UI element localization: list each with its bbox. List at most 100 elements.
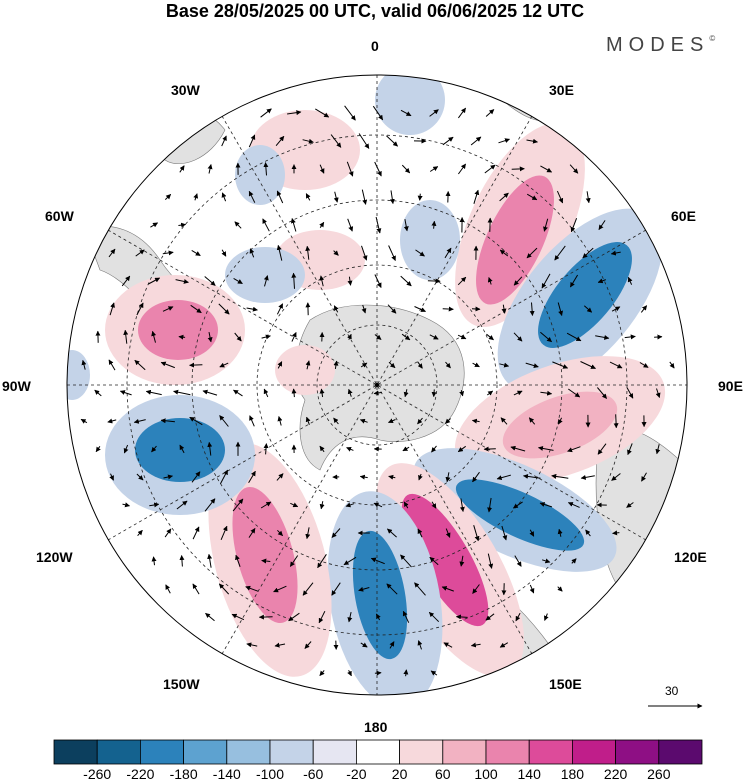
- wind-arrow: [277, 361, 283, 369]
- wind-arrow: [624, 334, 636, 340]
- wind-arrow: [529, 302, 535, 316]
- wind-arrow: [263, 388, 269, 398]
- colorbar-label: -60: [303, 766, 324, 782]
- wind-arrow: [346, 161, 354, 177]
- wind-arrow: [290, 218, 297, 232]
- wind-arrow: [499, 249, 509, 257]
- pole-marker: [375, 383, 379, 387]
- wind-arrow: [319, 275, 325, 287]
- wind-arrow: [361, 189, 368, 205]
- wind-arrow: [428, 611, 440, 623]
- wind-arrow: [150, 222, 159, 228]
- wind-arrow: [609, 361, 623, 369]
- wind-arrow: [333, 250, 339, 256]
- wind-arrow: [473, 189, 480, 204]
- wind-arrow: [291, 331, 297, 342]
- wind-arrow: [179, 555, 185, 567]
- wind-arrow: [612, 530, 620, 536]
- colorbar-swatch: [572, 739, 617, 765]
- wind-arrow: [260, 108, 272, 118]
- wind-arrow: [610, 250, 621, 256]
- colorbar-swatch: [269, 739, 314, 765]
- wind-arrow: [358, 586, 370, 592]
- wind-arrow: [430, 670, 438, 676]
- lon-label-120e: 120E: [674, 549, 707, 565]
- wind-arrow: [165, 584, 171, 594]
- wind-arrow: [523, 473, 541, 479]
- wind-arrow: [373, 390, 382, 396]
- wind-arrow: [526, 138, 538, 144]
- wind-arrow: [401, 164, 411, 174]
- wind-arrow: [429, 109, 439, 117]
- wind-arrow: [345, 502, 355, 508]
- wind-arrow: [136, 302, 144, 316]
- wind-arrow: [359, 418, 368, 424]
- wind-arrow: [457, 445, 466, 453]
- wind-arrow: [514, 555, 522, 567]
- wind-arrow: [275, 135, 285, 147]
- wind-arrow: [248, 190, 256, 203]
- wind-arrow: [245, 585, 259, 592]
- wind-arrow: [319, 164, 325, 174]
- wind-arrow: [445, 528, 451, 538]
- brand-text: MODES: [606, 34, 710, 56]
- wind-arrow: [485, 109, 495, 117]
- wind-arrow: [262, 218, 270, 232]
- wind-arrow: [193, 193, 199, 201]
- wind-arrow: [627, 276, 633, 285]
- wind-arrow: [221, 135, 227, 147]
- wind-arrow: [500, 417, 508, 425]
- wind-arrow: [179, 444, 185, 454]
- wind-arrow: [347, 218, 354, 232]
- wind-arrow: [515, 612, 521, 622]
- lon-label-60w: 60W: [45, 208, 74, 224]
- wind-arrow: [585, 191, 591, 204]
- wind-arrow: [333, 305, 339, 313]
- wind-arrow: [374, 161, 382, 177]
- wind-arrow: [137, 529, 143, 537]
- wind-arrow: [274, 642, 286, 648]
- wind-arrow: [192, 583, 200, 595]
- wind-arrow: [388, 245, 396, 261]
- colorbar-swatch: [355, 739, 400, 765]
- graticule: [67, 75, 687, 695]
- wind-arrow: [151, 330, 157, 343]
- wind-arrow: [207, 332, 213, 343]
- wind-arrow: [305, 527, 311, 540]
- wind-arrow: [567, 502, 580, 508]
- wind-arrow: [94, 389, 102, 397]
- wind-arrow: [261, 334, 271, 340]
- wind-arrow: [557, 528, 563, 537]
- wind-arrow: [511, 166, 525, 172]
- wind-arrow: [302, 138, 314, 144]
- wind-arrow: [263, 443, 269, 455]
- wind-arrow: [164, 194, 172, 200]
- wind-arrow: [191, 471, 201, 483]
- brand-mark: ©: [709, 34, 716, 43]
- wind-arrow: [470, 642, 481, 648]
- wind-arrow: [347, 276, 353, 286]
- wind-arrow: [109, 302, 115, 316]
- wind-arrow: [402, 446, 410, 452]
- wind-arrow: [441, 586, 454, 592]
- map-boundary: [66, 74, 688, 696]
- wind-arrow: [347, 333, 352, 340]
- wind-arrow: [554, 245, 566, 261]
- negative-anomaly-core: [538, 242, 632, 348]
- colorbar-swatch: [485, 739, 530, 765]
- wind-arrow: [403, 501, 409, 509]
- wind-arrow: [319, 221, 325, 228]
- wind-arrow: [288, 612, 300, 622]
- wind-arrow: [443, 642, 453, 648]
- colorbar-swatch: [658, 739, 703, 765]
- wind-arrow: [627, 443, 633, 456]
- wind-arrow: [304, 641, 312, 649]
- wind-arrow: [207, 553, 213, 568]
- wind-arrow: [442, 306, 454, 312]
- wind-arrow: [541, 558, 551, 564]
- wind-arrow: [402, 610, 410, 623]
- wind-arrow: [445, 418, 451, 424]
- wind-arrow: [417, 640, 423, 650]
- wind-arrow: [626, 502, 634, 508]
